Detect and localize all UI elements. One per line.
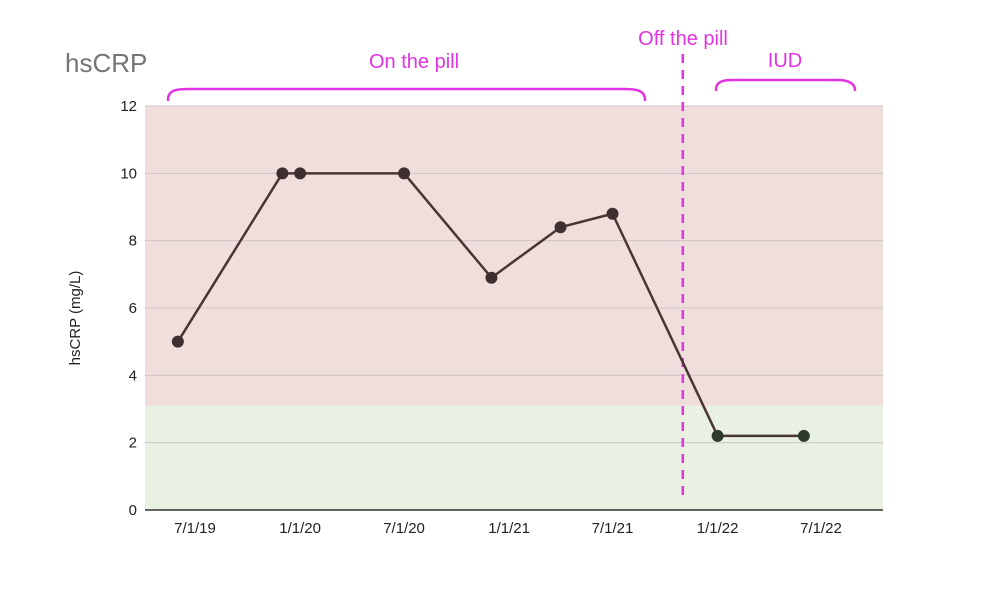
x-tick-label: 7/1/21 <box>592 520 634 537</box>
x-tick-label: 1/1/20 <box>279 520 321 537</box>
band-high_band <box>145 106 883 406</box>
x-tick-labels: 7/1/19 1/1/20 7/1/20 1/1/21 7/1/21 1/1/22 7/1/… <box>174 520 842 537</box>
y-tick-labels: 0 2 4 6 8 10 12 <box>120 98 137 519</box>
data-point <box>276 167 289 180</box>
x-tick-label: 7/1/19 <box>174 520 216 537</box>
data-point <box>554 221 567 234</box>
data-point <box>171 335 184 348</box>
y-tick-label: 2 <box>129 435 137 452</box>
data-point <box>485 271 498 284</box>
series-hscrp <box>171 167 810 442</box>
y-axis-title: hsCRP (mg/L) <box>67 271 84 366</box>
annotations: On the pill Off the pill IUD <box>166 28 857 498</box>
y-tick-label: 6 <box>129 300 137 317</box>
x-tick-label: 1/1/21 <box>488 520 530 537</box>
brace-iud <box>714 78 857 92</box>
data-point <box>711 429 724 442</box>
y-tick-label: 0 <box>129 502 137 519</box>
annotation-off-the-pill: Off the pill <box>638 28 728 50</box>
data-point <box>294 167 307 180</box>
y-tick-label: 10 <box>120 165 137 182</box>
y-tick-label: 8 <box>129 233 137 250</box>
y-tick-label: 12 <box>120 98 137 115</box>
x-tick-label: 1/1/22 <box>697 520 739 537</box>
annotation-on-the-pill: On the pill <box>369 51 459 73</box>
x-tick-label: 7/1/22 <box>800 520 842 537</box>
band-low_band <box>145 405 883 510</box>
annotation-iud: IUD <box>768 50 802 72</box>
background-bands <box>145 106 883 510</box>
chart-title: hsCRP <box>65 48 147 78</box>
y-tick-label: 4 <box>129 367 137 384</box>
data-point <box>398 167 411 180</box>
gridlines <box>145 105 883 511</box>
x-tick-label: 7/1/20 <box>383 520 425 537</box>
brace-on-the-pill <box>166 87 647 102</box>
data-point <box>797 429 810 442</box>
data-point <box>606 207 619 220</box>
